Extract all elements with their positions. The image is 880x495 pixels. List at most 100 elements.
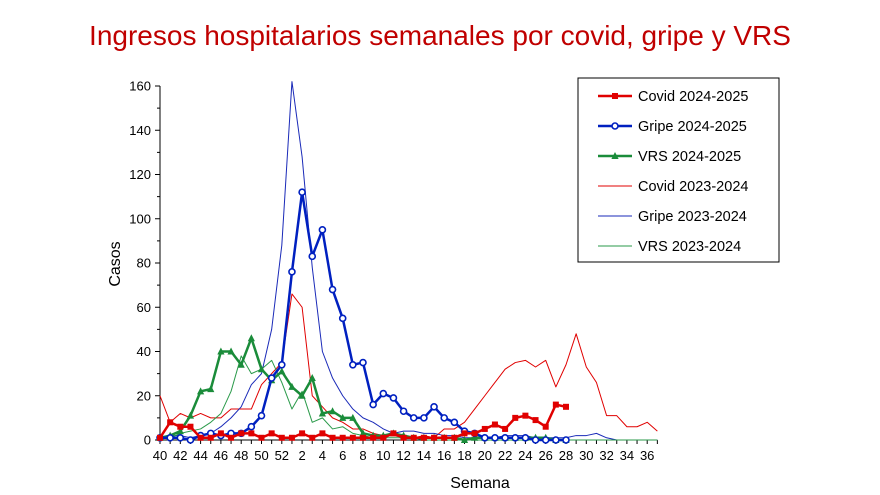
data-point	[186, 436, 195, 444]
data-point	[471, 430, 478, 437]
data-point	[288, 434, 295, 441]
y-tick-label: 80	[137, 256, 151, 271]
series-covid-2024-2025	[157, 401, 569, 441]
data-point	[430, 403, 438, 411]
data-point	[400, 434, 407, 441]
legend-box	[577, 77, 780, 263]
y-tick-label: 60	[137, 300, 151, 315]
data-point	[329, 434, 336, 441]
data-point	[532, 417, 539, 424]
data-point	[460, 436, 469, 443]
data-point	[298, 391, 306, 399]
y-tick-label: 20	[137, 388, 151, 403]
x-tick-label: 32	[599, 448, 613, 463]
y-axis-label: Casos	[107, 241, 124, 286]
data-point	[399, 407, 408, 416]
series-line	[159, 81, 658, 441]
data-point	[339, 434, 346, 441]
data-point	[217, 430, 224, 437]
data-point	[299, 430, 306, 437]
data-point	[288, 268, 296, 276]
x-tick-label: 22	[498, 448, 512, 463]
data-point	[207, 385, 215, 393]
x-tick-label: 48	[234, 448, 248, 463]
data-point	[480, 433, 489, 442]
data-point	[531, 436, 540, 444]
data-point	[512, 414, 519, 421]
data-point	[288, 382, 296, 390]
legend: Covid 2024-2025 Gripe 2024-2025 VRS 2024-2…	[577, 77, 780, 263]
data-point	[440, 414, 449, 422]
legend-item: Gripe 2023-2024	[598, 209, 747, 225]
x-tick-label: 24	[518, 448, 532, 463]
x-tick-label: 52	[275, 448, 289, 463]
data-point	[268, 430, 275, 437]
x-tick-label: 50	[254, 448, 268, 463]
data-point	[177, 423, 184, 430]
data-point	[339, 413, 347, 421]
legend-item: VRS 2023-2024	[598, 239, 741, 255]
data-point	[360, 434, 366, 441]
series-covid-2023-2024	[159, 293, 658, 439]
data-point	[247, 422, 256, 431]
data-point	[611, 152, 619, 159]
data-point	[389, 394, 398, 402]
x-tick-label: 40	[153, 448, 167, 463]
series-line	[159, 293, 658, 439]
series-gripe-2024-2025	[156, 188, 570, 444]
x-tick-label: 18	[457, 448, 471, 463]
data-point	[309, 434, 316, 441]
data-point	[217, 347, 225, 355]
x-tick-label: 4	[319, 448, 326, 463]
data-point	[176, 433, 185, 442]
data-point	[349, 413, 357, 421]
x-tick-label: 16	[437, 448, 451, 463]
data-point	[542, 423, 549, 430]
data-point	[390, 430, 397, 437]
data-point	[238, 430, 245, 437]
data-point	[237, 360, 245, 368]
data-point	[491, 421, 498, 428]
x-tick-label: 10	[376, 448, 390, 463]
data-point	[359, 429, 367, 437]
data-point	[481, 425, 488, 432]
legend-label: VRS 2024-2025	[638, 149, 741, 165]
x-tick-label: 42	[173, 448, 187, 463]
x-tick-label: 6	[339, 448, 346, 463]
data-point	[420, 414, 428, 422]
data-point	[441, 434, 448, 441]
data-point	[541, 436, 550, 444]
data-point	[612, 93, 618, 99]
series-line	[160, 355, 658, 441]
x-tick-label: 28	[559, 448, 573, 463]
data-point	[247, 334, 255, 342]
legend-label: Gripe 2023-2024	[638, 209, 747, 225]
data-point	[308, 374, 316, 382]
data-point	[450, 418, 459, 427]
legend-label: Covid 2024-2025	[638, 89, 748, 105]
data-point	[157, 434, 163, 441]
y-tick-label: 40	[137, 344, 151, 359]
legend-label: Gripe 2024-2025	[638, 119, 747, 135]
y-tick-label: 120	[129, 167, 151, 182]
data-point	[176, 427, 184, 435]
y-tick-label: 0	[144, 433, 151, 448]
data-point	[611, 122, 619, 130]
data-point	[278, 434, 285, 441]
data-point	[471, 433, 479, 441]
data-point	[187, 423, 194, 430]
data-point	[502, 425, 509, 432]
data-point	[328, 407, 337, 415]
x-tick-label: 36	[640, 448, 654, 463]
data-point	[257, 411, 266, 420]
x-tick-label: 14	[417, 448, 431, 463]
data-point	[328, 285, 337, 294]
data-point	[409, 414, 418, 422]
data-point	[319, 430, 326, 437]
series-gripe-2023-2024	[159, 81, 658, 441]
x-tick-label: 20	[478, 448, 492, 463]
series-line	[160, 190, 566, 442]
data-point	[563, 403, 569, 410]
data-point	[277, 360, 286, 369]
